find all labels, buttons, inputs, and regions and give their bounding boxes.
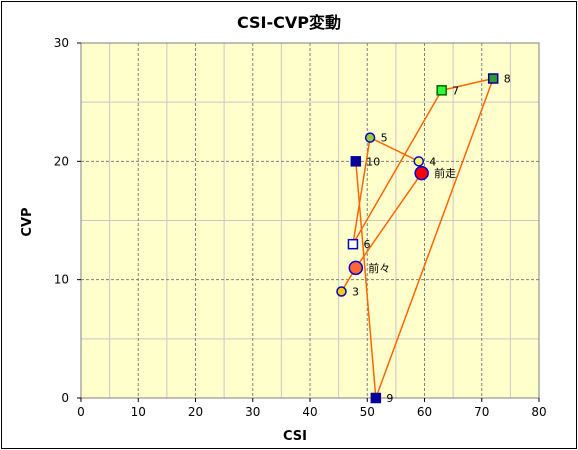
y-tick-label: 20 [54, 154, 69, 168]
x-axis-title: CSI [283, 429, 307, 444]
x-tick-label: 40 [302, 405, 317, 419]
data-point-label: 7 [452, 84, 459, 97]
data-point-label: 4 [429, 155, 436, 168]
data-point-label: 前走 [434, 166, 456, 180]
x-tick-label: 50 [360, 405, 375, 419]
x-tick-label: 30 [245, 405, 260, 419]
series-line-segment [375, 78, 494, 399]
plot-area: 0 10 20 30 40 50 60 70 80 0 10 20 30 3 前々 前走4 5 6 7 8 9 10 [54, 36, 547, 419]
y-tick-label: 10 [54, 273, 69, 287]
series-line-segment [355, 161, 377, 399]
y-tick-label: 30 [54, 36, 69, 50]
data-point-label: 10 [366, 155, 380, 168]
x-tick-label: 0 [77, 405, 85, 419]
data-point-label: 5 [381, 132, 388, 145]
data-point-label: 前々 [368, 261, 390, 275]
x-tick-label: 80 [531, 405, 546, 419]
y-axis-title: CVP [20, 207, 35, 236]
data-point-marker [370, 392, 382, 404]
data-point-marker [487, 73, 499, 84]
data-point-marker [414, 165, 429, 181]
data-point-marker [350, 156, 362, 167]
data-point-label: 9 [386, 392, 393, 405]
y-tick-label: 0 [61, 391, 69, 405]
series-line-segment [355, 172, 423, 269]
chart-title: CSI-CVP変動 [237, 13, 341, 32]
data-point-marker [348, 260, 364, 276]
data-point-marker [364, 132, 376, 143]
data-point-label: 6 [363, 238, 370, 251]
x-tick-label: 70 [474, 405, 489, 419]
x-tick-label: 10 [131, 405, 146, 419]
x-tick-label: 20 [188, 405, 203, 419]
series-line-segment [369, 136, 420, 163]
data-point-marker [347, 238, 359, 250]
data-point-marker [436, 85, 447, 96]
x-tick-label: 60 [417, 405, 432, 419]
series-line-segment [441, 77, 494, 92]
series-line-segment [352, 89, 443, 245]
data-point-marker [336, 286, 347, 297]
series-line-segment [352, 137, 371, 245]
data-point-label: 3 [352, 286, 359, 299]
data-point-label: 8 [504, 73, 511, 86]
data-point-marker [413, 156, 425, 167]
